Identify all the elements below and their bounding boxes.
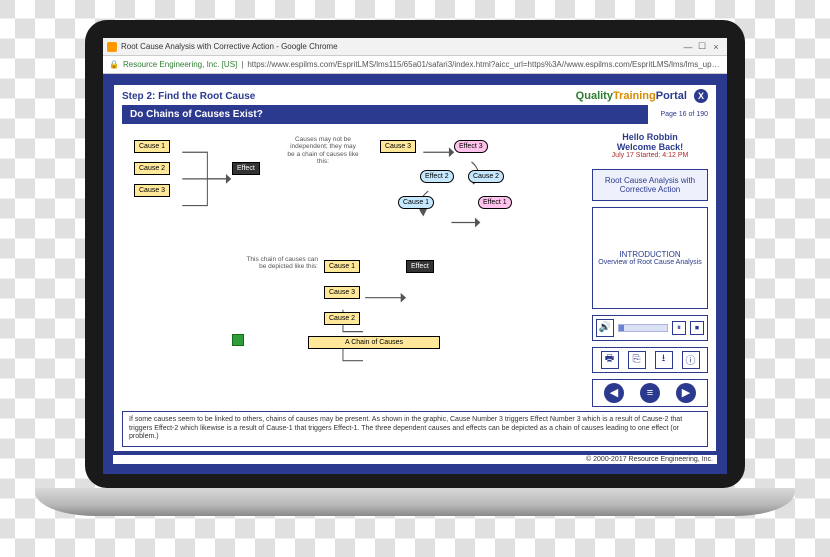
question-bar: Do Chains of Causes Exist?: [122, 105, 648, 124]
address-bar[interactable]: 🔒 Resource Engineering, Inc. [US] | http…: [103, 56, 727, 74]
window-titlebar: Root Cause Analysis with Corrective Acti…: [103, 38, 727, 56]
download-button[interactable]: ⭳: [655, 351, 673, 369]
favicon: [107, 42, 117, 52]
caption-independent: Causes may not be independent; they may …: [286, 136, 360, 166]
section-heading: INTRODUCTION: [597, 250, 703, 259]
node-r-effect3: Effect 3: [454, 140, 488, 153]
session-timestamp: July 17 Started: 4:12 PM: [596, 152, 704, 159]
brand-quality: Quality: [576, 90, 613, 102]
node-effect: Effect: [232, 162, 260, 175]
print-button[interactable]: 🖶: [601, 351, 619, 369]
info-button[interactable]: ⓘ: [682, 351, 700, 369]
content-row: Cause 1 Cause 2 Cause 3 Effect Causes ma…: [114, 128, 716, 411]
sidebar: Hello Robbin Welcome Back! July 17 Start…: [592, 128, 708, 407]
node-r-cause2: Cause 2: [468, 170, 504, 183]
footnote: If some causes seem to be linked to othe…: [122, 411, 708, 447]
prev-button[interactable]: ◀: [604, 383, 624, 403]
nav-buttons: ◀ ≡ ▶: [592, 379, 708, 407]
sound-button[interactable]: 🔊: [596, 319, 614, 337]
course-title-box: Root Cause Analysis with Corrective Acti…: [592, 169, 708, 201]
step-title: Step 2: Find the Root Cause: [122, 91, 576, 102]
section-sub: Overview of Root Cause Analysis: [597, 259, 703, 266]
green-marker-icon: [232, 334, 244, 346]
brand-x-icon: X: [694, 89, 708, 103]
book-button[interactable]: ⎘: [628, 351, 646, 369]
node-b-cause1: Cause 1: [324, 260, 360, 273]
window-maximize-button[interactable]: ☐: [695, 41, 709, 52]
progress-bar[interactable]: [618, 324, 668, 332]
card-header: Step 2: Find the Root Cause QualityTrain…: [114, 85, 716, 105]
pager-label: Page: [660, 111, 676, 118]
node-chain-label: A Chain of Causes: [308, 336, 440, 349]
welcome-back: Welcome Back!: [596, 142, 704, 152]
pager-of: of: [689, 111, 695, 118]
url-text: https://www.espilms.com/EspritLMS/lms115…: [247, 60, 721, 69]
cert-owner: Resource Engineering, Inc. [US]: [123, 60, 237, 69]
node-r-cause1: Cause 1: [398, 196, 434, 209]
node-cause2: Cause 2: [134, 162, 170, 175]
node-cause3: Cause 3: [134, 184, 170, 197]
node-r-effect1: Effect 1: [478, 196, 512, 209]
lesson-card: Step 2: Find the Root Cause QualityTrain…: [113, 84, 717, 452]
page-body: Step 2: Find the Root Cause QualityTrain…: [103, 74, 727, 474]
node-b-effect: Effect: [406, 260, 434, 273]
brand-portal: Portal: [656, 90, 687, 102]
node-b-cause2: Cause 2: [324, 312, 360, 325]
menu-button[interactable]: ≡: [640, 383, 660, 403]
caption-depicted: This chain of causes can be depicted lik…: [238, 256, 318, 271]
section-box: INTRODUCTION Overview of Root Cause Anal…: [592, 207, 708, 309]
next-button[interactable]: ▶: [676, 383, 696, 403]
stop-button[interactable]: ⏹: [690, 321, 704, 335]
node-b-cause3: Cause 3: [324, 286, 360, 299]
brand-logo: QualityTrainingPortal X: [576, 89, 708, 103]
screen: Root Cause Analysis with Corrective Acti…: [103, 38, 727, 474]
pause-button[interactable]: ⏸: [672, 321, 686, 335]
pager-total: 190: [696, 111, 708, 118]
pager: Page 16 of 190: [660, 111, 708, 118]
media-controls: 🔊 ⏸ ⏹: [592, 315, 708, 341]
node-r-cause3: Cause 3: [380, 140, 416, 153]
window-minimize-button[interactable]: —: [681, 42, 695, 52]
node-r-effect2: Effect 2: [420, 170, 454, 183]
lock-icon: 🔒: [109, 60, 119, 69]
copyright: © 2000-2017 Resource Engineering, Inc.: [113, 454, 717, 464]
card-subheader: Do Chains of Causes Exist? Page 16 of 19…: [114, 105, 716, 128]
greeting: Hello Robbin: [596, 132, 704, 142]
tool-buttons: 🖶 ⎘ ⭳ ⓘ: [592, 347, 708, 373]
laptop-frame: Root Cause Analysis with Corrective Acti…: [85, 20, 745, 488]
welcome-box: Hello Robbin Welcome Back! July 17 Start…: [592, 128, 708, 163]
window-title: Root Cause Analysis with Corrective Acti…: [121, 42, 681, 51]
window-close-button[interactable]: ×: [709, 42, 723, 52]
pager-current: 16: [679, 111, 687, 118]
node-cause1: Cause 1: [134, 140, 170, 153]
brand-training: Training: [613, 90, 656, 102]
diagram-area: Cause 1 Cause 2 Cause 3 Effect Causes ma…: [122, 128, 584, 407]
